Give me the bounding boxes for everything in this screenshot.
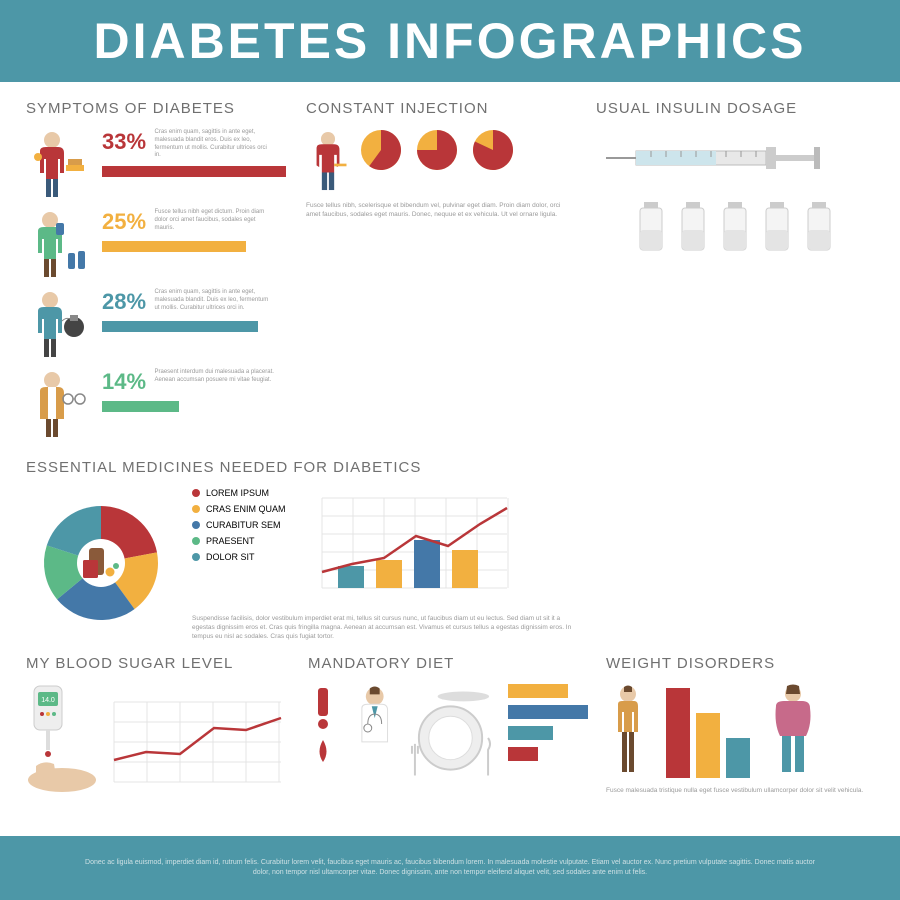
symptom-person-icon [26, 369, 92, 439]
sugar-line-chart [106, 694, 286, 794]
vial-icon [718, 200, 752, 254]
dosage-title: USUAL INSULIN DOSAGE [596, 100, 874, 117]
symptoms-title: SYMPTOMS OF DIABETES [26, 100, 286, 117]
legend-label: CRAS ENIM QUAM [206, 504, 286, 514]
legend-item: PRAESENT [192, 536, 286, 546]
vial-icon [676, 200, 710, 254]
symptom-bar [102, 241, 246, 252]
symptom-person-icon [26, 129, 92, 199]
legend-dot [192, 489, 200, 497]
symptom-item: 25% Fusce tellus nibh eget dictum. Proin… [26, 209, 286, 279]
donut-legend: LOREM IPSUM CRAS ENIM QUAM CURABITUR SEM PR… [192, 488, 286, 568]
legend-dot [192, 537, 200, 545]
legend-item: DOLOR SIT [192, 552, 286, 562]
page-title: DIABETES INFOGRAPHICS [93, 12, 806, 70]
symptom-pct: 28% [102, 289, 146, 315]
legend-label: LOREM IPSUM [206, 488, 269, 498]
symptom-item: 14% Praesent interdum dui malesuada a pl… [26, 369, 286, 439]
symptom-pct: 25% [102, 209, 146, 235]
legend-item: CURABITUR SEM [192, 520, 286, 530]
vials-row [596, 200, 874, 254]
symptom-text: Praesent interdum dui malesuada a placer… [155, 369, 275, 385]
doctor-icon [350, 684, 399, 774]
legend-label: DOLOR SIT [206, 552, 255, 562]
person-wide-icon [766, 684, 820, 778]
symptoms-list: 33% Cras enim quam, sagittis in ante ege… [26, 129, 286, 439]
symptom-item: 33% Cras enim quam, sagittis in ante ege… [26, 129, 286, 199]
symptom-text: Cras enim quam, sagittis in ante eget, m… [155, 289, 275, 312]
legend-item: LOREM IPSUM [192, 488, 286, 498]
diet-title: MANDATORY DIET [308, 655, 588, 672]
pie-icon [360, 129, 402, 171]
legend-dot [192, 505, 200, 513]
medicines-text: Suspendisse facilisis, dolor vestibulum … [192, 614, 572, 641]
legend-dot [192, 553, 200, 561]
symptom-text: Cras enim quam, sagittis in ante eget, m… [155, 129, 275, 160]
weight-bars [658, 684, 758, 778]
injection-title: CONSTANT INJECTION [306, 100, 576, 117]
legend-label: PRAESENT [206, 536, 255, 546]
syringe-icon [596, 129, 836, 185]
diet-bar [508, 726, 553, 740]
donut-chart [26, 488, 176, 638]
legend-item: CRAS ENIM QUAM [192, 504, 286, 514]
vial-icon [634, 200, 668, 254]
legend-dot [192, 521, 200, 529]
plate-cutlery-icon [409, 684, 498, 784]
glucometer-icon: 14.0 [26, 684, 98, 794]
person-injecting-icon [306, 129, 350, 193]
diet-bar [508, 705, 588, 719]
weight-text: Fusce malesuada tristique nulla eget fus… [606, 786, 874, 795]
svg-text:14.0: 14.0 [41, 697, 55, 704]
medicines-title: ESSENTIAL MEDICINES NEEDED FOR DIABETICS [26, 459, 586, 476]
legend-label: CURABITUR SEM [206, 520, 281, 530]
pie-charts [360, 129, 514, 187]
symptom-person-icon [26, 209, 92, 279]
injection-text: Fusce tellus nibh, scelerisque et bibend… [306, 201, 576, 219]
symptom-bar [102, 401, 179, 412]
alert-drop-icon [308, 684, 340, 774]
weight-title: WEIGHT DISORDERS [606, 655, 874, 672]
symptom-bar [102, 321, 258, 332]
vial-icon [760, 200, 794, 254]
symptom-item: 28% Cras enim quam, sagittis in ante ege… [26, 289, 286, 359]
person-thin-icon [606, 684, 650, 778]
sugar-title: MY BLOOD SUGAR LEVEL [26, 655, 290, 672]
pie-icon [416, 129, 458, 171]
bar-line-chart [302, 488, 512, 608]
footer-text: Donec ac ligula euismod, imperdiet diam … [80, 858, 820, 879]
footer-banner: Donec ac ligula euismod, imperdiet diam … [0, 836, 900, 900]
symptom-bar [102, 166, 286, 177]
vial-icon [802, 200, 836, 254]
diet-bars [508, 684, 588, 768]
symptom-person-icon [26, 289, 92, 359]
symptom-pct: 14% [102, 369, 146, 395]
symptom-pct: 33% [102, 129, 146, 155]
header-banner: DIABETES INFOGRAPHICS [0, 0, 900, 82]
diet-bar [508, 747, 538, 761]
pie-icon [472, 129, 514, 171]
symptom-text: Fusce tellus nibh eget dictum. Proin dia… [155, 209, 275, 232]
diet-bar [508, 684, 568, 698]
